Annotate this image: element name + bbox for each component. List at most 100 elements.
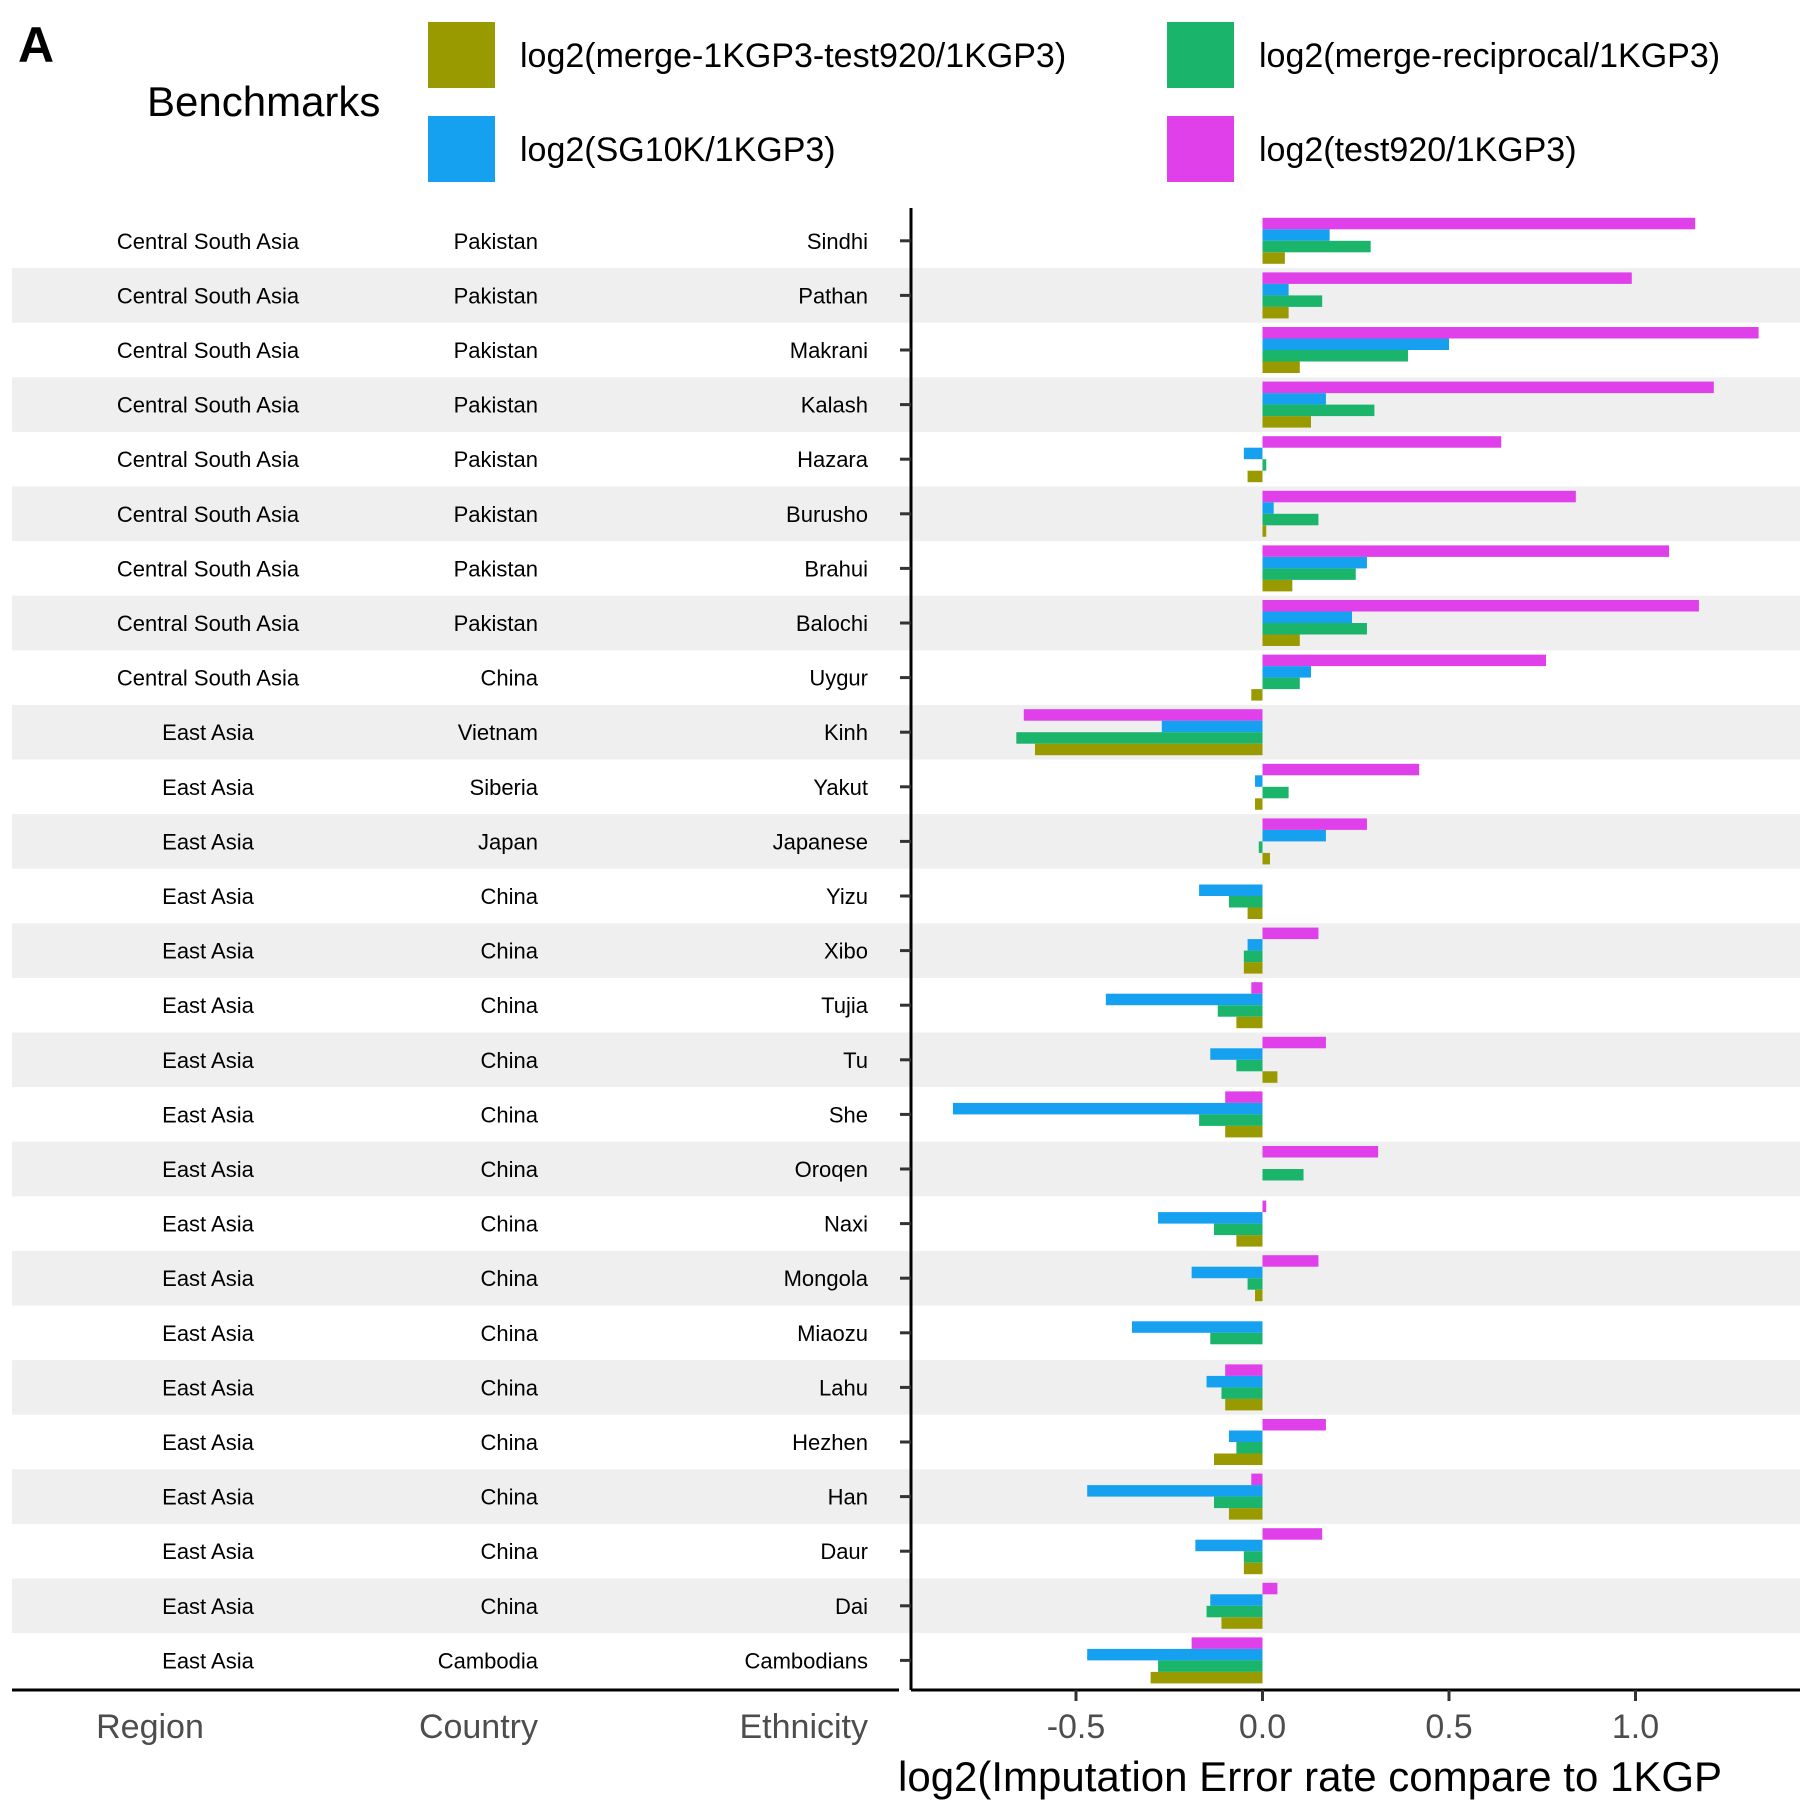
bar-merge_1kgp3_test920: [1262, 416, 1311, 428]
bar-merge_1kgp3_test920: [1255, 1289, 1263, 1302]
bar-merge_1kgp3_test920: [1228, 1508, 1263, 1520]
region-label: Central South Asia: [117, 447, 300, 472]
bar-test920: [1262, 1200, 1267, 1213]
bar-test920: [1262, 217, 1696, 230]
bar-merge_1kgp3_test920: [1225, 1398, 1263, 1411]
bar-merge_reciprocal: [1228, 896, 1263, 908]
bar-sg10k: [1210, 1048, 1263, 1060]
bar-sg10k: [1206, 1375, 1263, 1388]
bar-merge_1kgp3_test920: [1247, 470, 1263, 483]
bar-merge_1kgp3_test920: [1262, 579, 1293, 592]
bar-sg10k: [1228, 1430, 1263, 1442]
ethnicity-label: Uygur: [809, 666, 868, 691]
bar-merge_reciprocal: [1258, 841, 1263, 853]
bar-merge_reciprocal: [1199, 1114, 1263, 1126]
country-label: Pakistan: [454, 556, 538, 581]
bar-merge_1kgp3_test920: [1243, 1562, 1263, 1575]
ethnicity-label: Naxi: [824, 1212, 868, 1237]
country-label: China: [481, 939, 539, 964]
bar-test920: [1262, 545, 1670, 557]
legend-label-merge_reciprocal: log2(merge-reciprocal/1KGP3): [1259, 37, 1720, 75]
bar-sg10k: [1087, 1485, 1263, 1497]
bar-merge_1kgp3_test920: [1262, 634, 1300, 646]
region-label: Central South Asia: [117, 666, 300, 691]
bar-test920: [1262, 1255, 1319, 1267]
header-ethnicity: Ethnicity: [740, 1708, 869, 1746]
region-label: East Asia: [162, 1321, 254, 1346]
bar-merge_reciprocal: [1158, 1660, 1263, 1672]
bar-merge_reciprocal: [1262, 295, 1323, 307]
legend-title: Benchmarks: [147, 78, 380, 125]
country-label: China: [481, 1321, 539, 1346]
bar-merge_1kgp3_test920: [1262, 1071, 1278, 1083]
bar-test920: [1225, 1091, 1263, 1103]
bar-sg10k: [1191, 1266, 1263, 1279]
bar-merge_reciprocal: [1214, 1496, 1263, 1509]
country-label: China: [481, 1485, 539, 1510]
region-label: East Asia: [162, 1266, 254, 1291]
bar-merge_1kgp3_test920: [1262, 306, 1289, 319]
bar-test920: [1191, 1637, 1263, 1649]
bar-test920: [1262, 1582, 1278, 1595]
bar-merge_reciprocal: [1247, 1278, 1263, 1290]
country-label: Pakistan: [454, 338, 538, 363]
bar-merge_1kgp3_test920: [1150, 1671, 1263, 1684]
bar-test920: [1262, 818, 1367, 830]
x-tick-label: 0.0: [1239, 1708, 1286, 1746]
bar-sg10k: [1255, 775, 1263, 787]
country-label: Cambodia: [438, 1648, 539, 1673]
bar-merge_1kgp3_test920: [1251, 689, 1263, 701]
bar-test920: [1251, 1473, 1263, 1486]
region-label: East Asia: [162, 1430, 254, 1455]
bar-merge_reciprocal: [1016, 732, 1263, 744]
ethnicity-label: Kalash: [801, 393, 868, 418]
region-label: East Asia: [162, 1048, 254, 1073]
bar-merge_reciprocal: [1210, 1332, 1263, 1345]
axes: Region Country Ethnicity log2(Imputation…: [12, 208, 1800, 1800]
region-label: Central South Asia: [117, 338, 300, 363]
country-label: China: [481, 1102, 539, 1127]
bar-sg10k: [1262, 502, 1274, 514]
bar-test920: [1262, 763, 1420, 776]
ethnicity-label: Balochi: [796, 611, 868, 636]
bar-test920: [1262, 436, 1502, 448]
bar-sg10k: [1087, 1648, 1263, 1661]
legend-label-merge_1kgp3_test920: log2(merge-1KGP3-test920/1KGP3): [520, 37, 1066, 75]
ethnicity-label: Lahu: [819, 1375, 868, 1400]
country-label: China: [481, 1266, 539, 1291]
country-label: China: [481, 884, 539, 909]
bar-test920: [1023, 709, 1263, 721]
bar-test920: [1251, 982, 1263, 994]
region-label: Central South Asia: [117, 502, 300, 527]
region-label: East Asia: [162, 775, 254, 800]
region-label: East Asia: [162, 1375, 254, 1400]
bar-sg10k: [1262, 338, 1449, 350]
bar-merge_1kgp3_test920: [1262, 852, 1270, 865]
panel-label: A: [18, 17, 54, 73]
bar-merge_1kgp3_test920: [1262, 525, 1267, 537]
bar-merge_1kgp3_test920: [1262, 361, 1300, 373]
region-label: Central South Asia: [117, 556, 300, 581]
region-label: East Asia: [162, 939, 254, 964]
country-label: China: [481, 1594, 539, 1619]
ethnicity-label: Tu: [843, 1048, 868, 1073]
ethnicity-label: Hazara: [797, 447, 869, 472]
region-label: East Asia: [162, 993, 254, 1018]
ethnicity-label: Miaozu: [797, 1321, 868, 1346]
bar-merge_reciprocal: [1262, 459, 1267, 471]
row-labels: Central South Asia Pakistan Sindhi Central …: [117, 229, 869, 1674]
ethnicity-label: Yizu: [826, 884, 868, 909]
ethnicity-label: Cambodians: [744, 1648, 868, 1673]
ethnicity-label: Tujia: [821, 993, 869, 1018]
bar-merge_1kgp3_test920: [1214, 1453, 1263, 1465]
country-label: China: [481, 1539, 539, 1564]
ethnicity-label: Oroqen: [795, 1157, 868, 1182]
region-label: East Asia: [162, 884, 254, 909]
bar-merge_reciprocal: [1262, 513, 1319, 526]
x-tick-label: 0.5: [1425, 1708, 1472, 1746]
bar-test920: [1262, 272, 1632, 284]
bar-sg10k: [1243, 447, 1263, 460]
x-axis-title: log2(Imputation Error rate compare to 1K…: [898, 1753, 1722, 1800]
bar-sg10k: [1262, 611, 1353, 623]
country-label: Japan: [478, 829, 538, 854]
